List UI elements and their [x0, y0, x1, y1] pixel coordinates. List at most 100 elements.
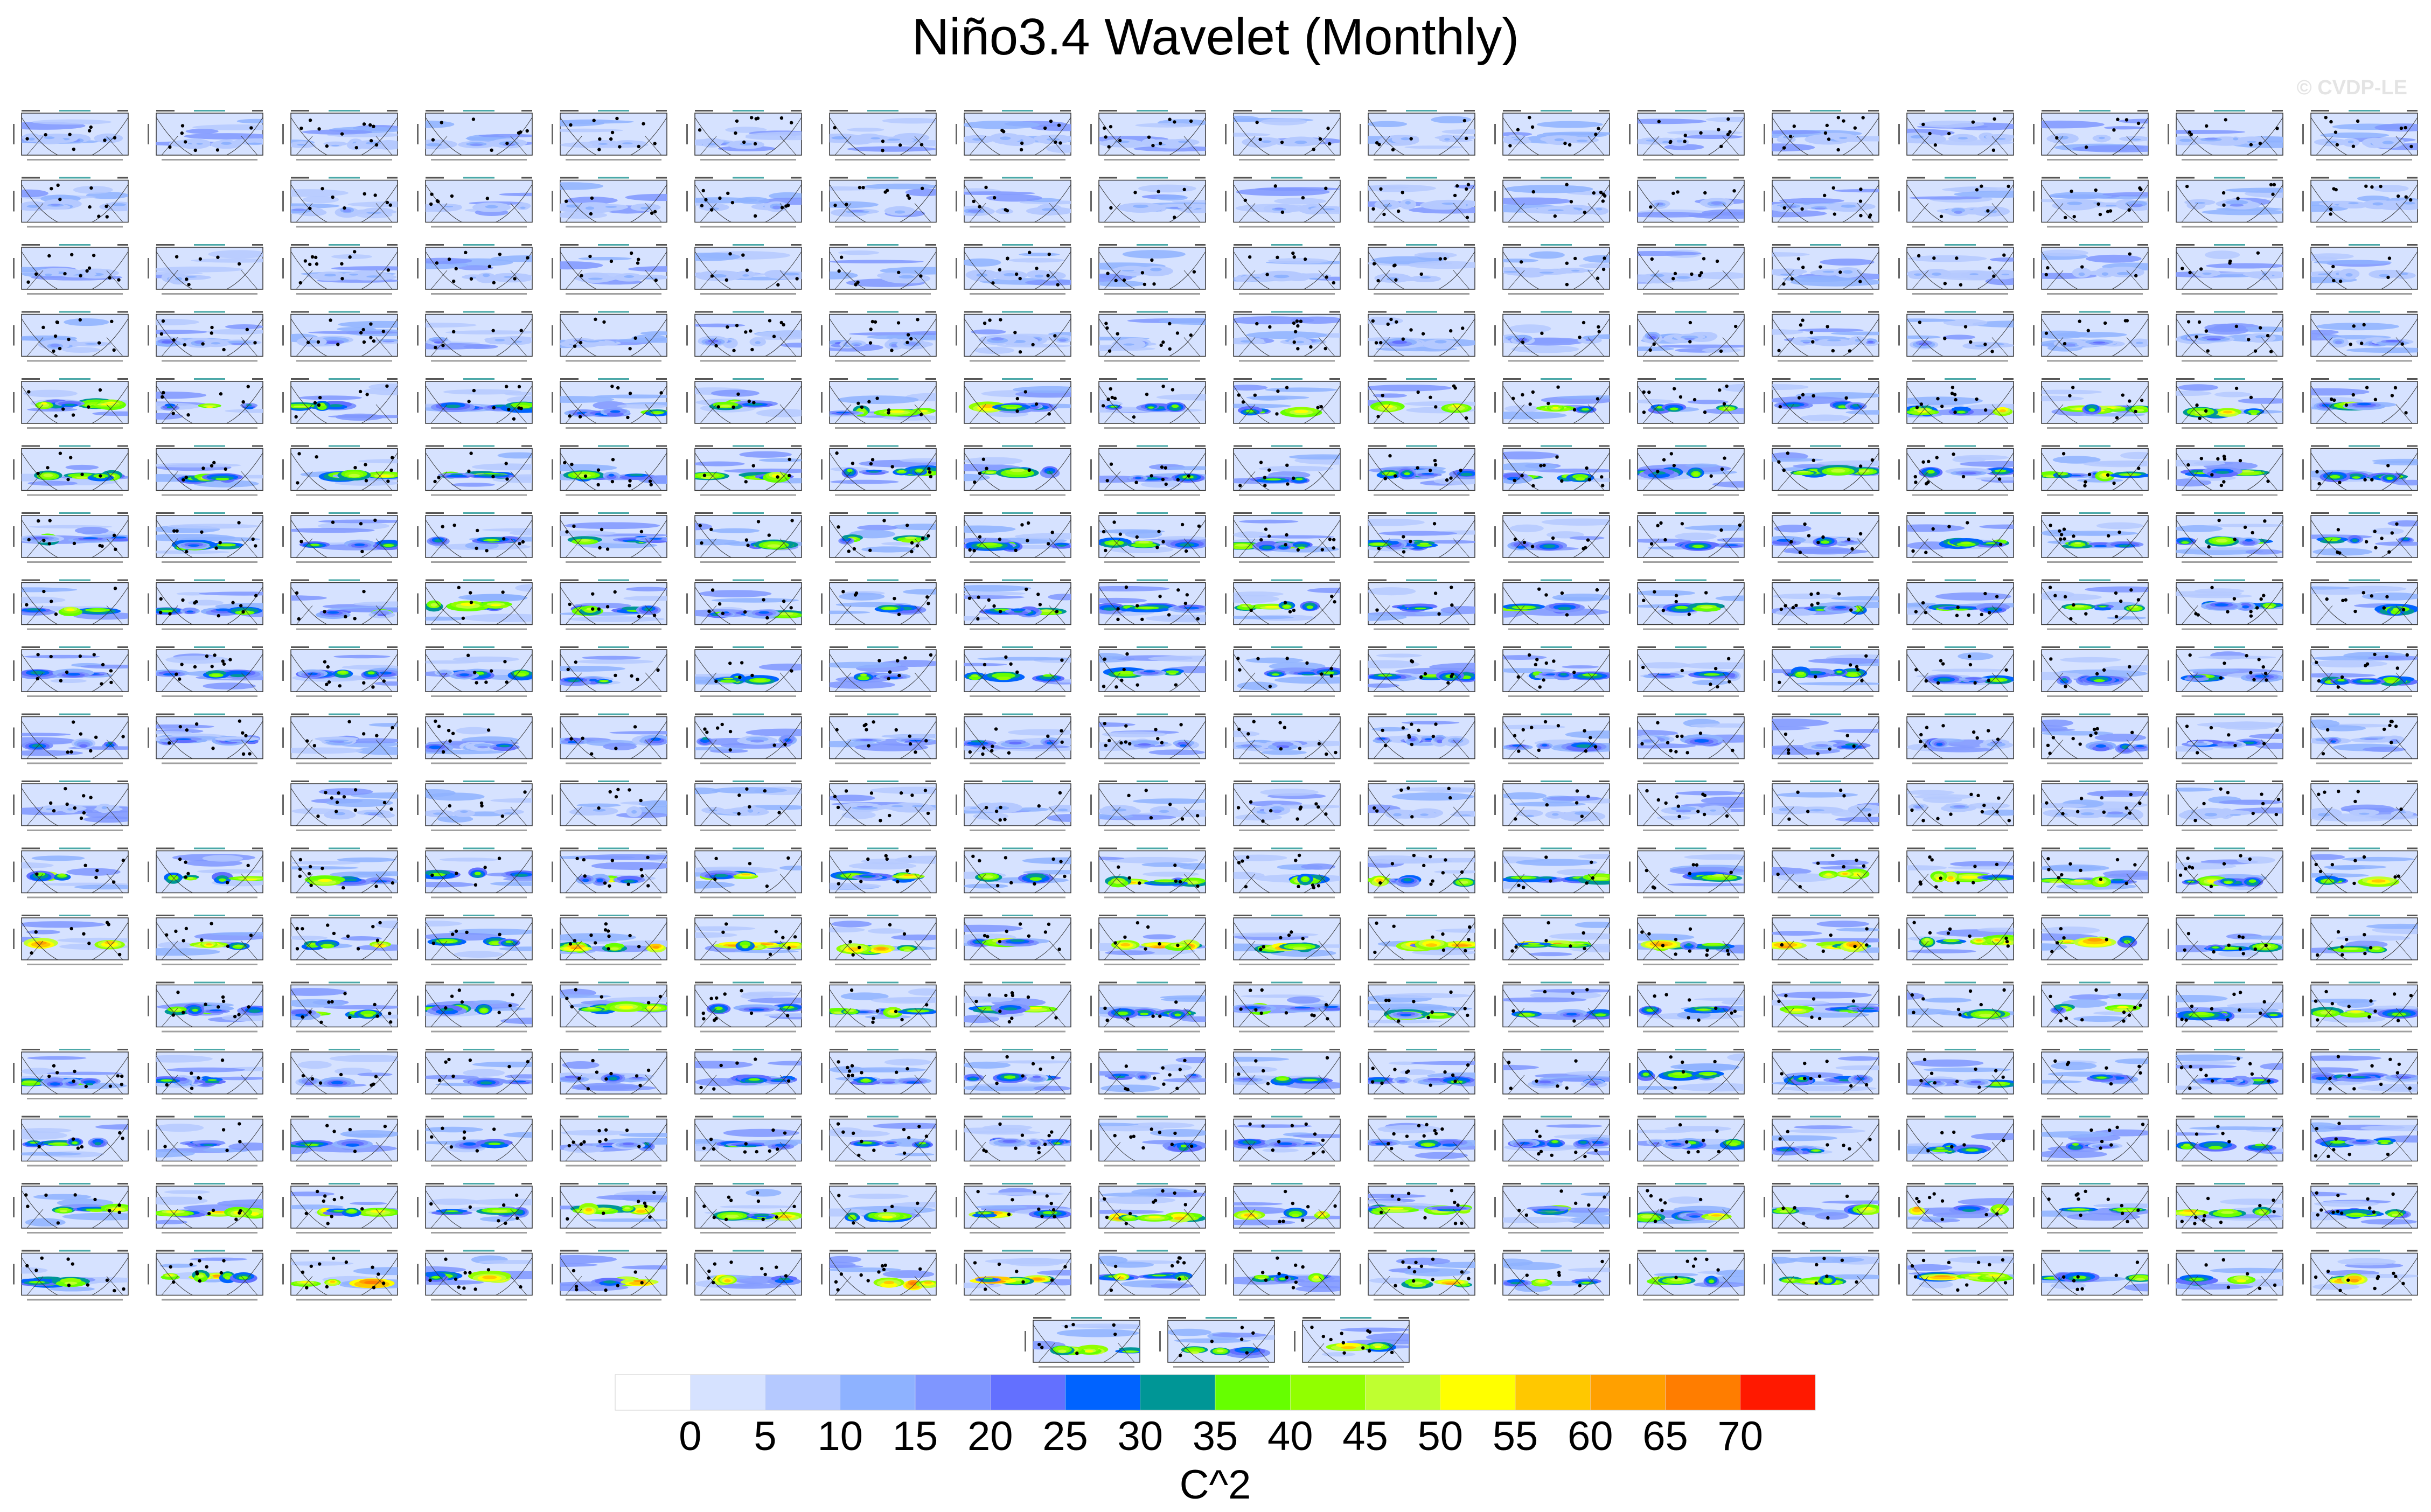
wavelet-panel [13, 915, 129, 965]
wavelet-panel [1494, 311, 1610, 362]
wavelet-panel [686, 915, 802, 965]
wavelet-panel [1629, 915, 1745, 965]
wavelet-panel [1764, 981, 1879, 1033]
wavelet-panel [1898, 110, 2014, 161]
wavelet-panel [552, 512, 667, 563]
wavelet-panel [2302, 915, 2418, 965]
wavelet-panel [821, 1049, 937, 1099]
wavelet-panel [148, 646, 263, 697]
wavelet-panel [1360, 1250, 1475, 1301]
wavelet-panel [1898, 244, 2014, 295]
wavelet-panel [2302, 579, 2418, 630]
wavelet-panel [1090, 1183, 1206, 1234]
colorbar-segment [1365, 1374, 1440, 1411]
colorbar-segment [840, 1374, 916, 1411]
wavelet-panel [1764, 1049, 1879, 1099]
wavelet-panel [821, 1116, 937, 1167]
wavelet-panel [686, 512, 802, 563]
colorbar-tick-label: 40 [1267, 1413, 1313, 1459]
wavelet-panel [1090, 1049, 1206, 1099]
wavelet-panel [13, 311, 129, 362]
wavelet-panel [956, 847, 1071, 898]
wavelet-panel [2033, 781, 2149, 831]
wavelet-panel [13, 713, 129, 764]
wavelet-panel [1360, 177, 1475, 228]
colorbar-tick-label: 35 [1193, 1413, 1238, 1459]
wavelet-panel [1629, 1250, 1745, 1301]
wavelet-panel [282, 311, 398, 362]
wavelet-panel [1225, 512, 1341, 563]
wavelet-panel [821, 915, 937, 965]
wavelet-panel [282, 981, 398, 1033]
wavelet-panel [956, 1183, 1071, 1234]
wavelet-panel [148, 1183, 263, 1234]
wavelet-panel [1090, 915, 1206, 965]
wavelet-panel [2302, 847, 2418, 898]
wavelet-panel [1225, 1250, 1341, 1301]
wavelet-panel [282, 177, 398, 228]
wavelet-panel [2302, 311, 2418, 362]
wavelet-panel [1090, 445, 1206, 496]
wavelet-panel [13, 1116, 129, 1167]
wavelet-panel [148, 579, 263, 630]
wavelet-panel [2033, 244, 2149, 295]
wavelet-panel [282, 244, 398, 295]
wavelet-panel [1494, 781, 1610, 831]
colorbar-segment [1740, 1374, 1816, 1411]
wavelet-panel [552, 915, 667, 965]
wavelet-panel [686, 244, 802, 295]
wavelet-panel [1494, 646, 1610, 697]
wavelet-panel [1629, 311, 1745, 362]
wavelet-panel [1494, 110, 1610, 161]
wavelet-panel [1898, 1183, 2014, 1234]
wavelet-panel [1360, 579, 1475, 630]
colorbar-segment [1140, 1374, 1216, 1411]
wavelet-panel [148, 981, 263, 1033]
wavelet-panel [13, 1049, 129, 1099]
wavelet-panel [956, 579, 1071, 630]
wavelet-panel [282, 445, 398, 496]
wavelet-panel [2033, 177, 2149, 228]
wavelet-panel [282, 110, 398, 161]
wavelet-panel [1629, 981, 1745, 1033]
wavelet-panel [821, 1250, 937, 1301]
wavelet-panel [1629, 378, 1745, 429]
wavelet-panel [1090, 1250, 1206, 1301]
wavelet-panel [1629, 244, 1745, 295]
wavelet-panel [1764, 1250, 1879, 1301]
colorbar-tick-label: 10 [817, 1413, 863, 1459]
wavelet-panel [821, 981, 937, 1033]
wavelet-panel [1898, 981, 2014, 1033]
wavelet-panel [2168, 579, 2283, 630]
wavelet-panel [1629, 110, 1745, 161]
wavelet-panel [1090, 713, 1206, 764]
wavelet-panel [2168, 311, 2283, 362]
wavelet-panel [1629, 177, 1745, 228]
wavelet-panel [2168, 244, 2283, 295]
wavelet-panel [1360, 981, 1475, 1033]
wavelet-panel [2033, 981, 2149, 1033]
wavelet-panel [956, 378, 1071, 429]
wavelet-panel [1898, 177, 2014, 228]
wavelet-panel [1898, 847, 2014, 898]
wavelet-panel [417, 579, 533, 630]
wavelet-panel [552, 646, 667, 697]
wavelet-panel [1225, 981, 1341, 1033]
wavelet-panel [1225, 110, 1341, 161]
wavelet-panel [417, 781, 533, 831]
wavelet-panel [1764, 713, 1879, 764]
wavelet-panel [1225, 378, 1341, 429]
wavelet-panel [13, 378, 129, 429]
wavelet-panel [552, 378, 667, 429]
wavelet-panel [1898, 512, 2014, 563]
wavelet-panel [282, 646, 398, 697]
colorbar-segment [690, 1374, 765, 1411]
colorbar-segment [1290, 1374, 1366, 1411]
wavelet-panel [1898, 713, 2014, 764]
wavelet-panel [552, 311, 667, 362]
wavelet-panel [1494, 378, 1610, 429]
wavelet-panel [148, 512, 263, 563]
wavelet-panel [1494, 1250, 1610, 1301]
wavelet-panel [2168, 378, 2283, 429]
wavelet-panel [282, 1116, 398, 1167]
